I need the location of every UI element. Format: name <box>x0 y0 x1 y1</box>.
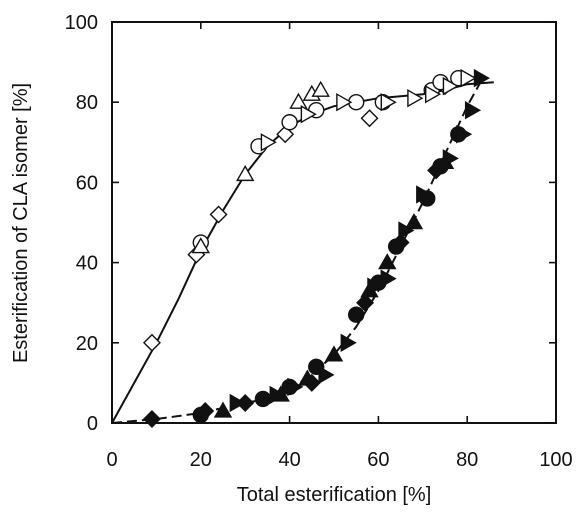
filled-circle-marker <box>387 238 405 255</box>
x-tick-label: 80 <box>456 449 478 471</box>
open-diamond-marker <box>209 205 228 224</box>
open-diamond-marker <box>360 109 379 128</box>
open-triangle-right-marker <box>300 105 317 124</box>
y-tick-label: 20 <box>76 333 98 355</box>
open-triangle-right-marker <box>442 76 459 96</box>
filled-diamond-marker <box>356 293 375 312</box>
filled-triangle-right-marker <box>464 101 482 120</box>
filled-triangle-up-marker <box>213 401 233 418</box>
filled-diamond-marker <box>142 410 161 428</box>
filled-triangle-right-marker <box>442 149 459 168</box>
x-tick-label: 20 <box>190 449 212 471</box>
filled-triangle-right-marker <box>416 185 433 204</box>
x-axis-ticks: 0 20 40 60 80 100 <box>106 22 573 471</box>
fit-curve-dashed <box>111 81 482 424</box>
fit-curve-solid <box>111 81 494 424</box>
open-triangle-up-marker <box>191 237 211 254</box>
open-circle-marker <box>281 114 298 131</box>
y-axis-label: Esterification of CLA isomer [%] <box>10 83 32 363</box>
filled-triangle-right-marker <box>340 333 357 353</box>
filled-triangle-right-marker <box>398 221 415 240</box>
filled-triangle-up-marker <box>324 345 344 362</box>
open-triangle-right-marker <box>407 88 424 108</box>
filled-triangle-right-marker <box>456 125 473 144</box>
fit-curves <box>111 81 494 424</box>
filled-triangle-up-marker <box>298 369 317 386</box>
filled-triangle-right-marker <box>269 385 286 405</box>
open-triangle-right-marker <box>424 84 442 104</box>
y-tick-label: 80 <box>76 92 98 114</box>
filled-triangle-right-marker <box>473 68 490 88</box>
filled-triangle-right-marker <box>367 277 384 296</box>
open-triangle-up-marker <box>235 164 255 182</box>
x-tick-label: 0 <box>106 449 117 471</box>
y-tick-label: 60 <box>76 172 98 194</box>
open-triangle-up-marker <box>289 92 308 109</box>
y-tick-label: 40 <box>76 253 98 275</box>
x-axis-label: Total esterification [%] <box>237 484 432 506</box>
filled-triangle-right-marker <box>380 269 397 288</box>
filled-triangle-up-marker <box>378 253 397 270</box>
y-tick-label: 100 <box>65 12 98 34</box>
open-triangle-right-marker <box>336 92 353 112</box>
filled-triangle-up-marker <box>404 213 424 230</box>
filled-circle-marker <box>348 306 365 323</box>
open-triangle-right-marker <box>260 133 277 152</box>
data-markers <box>142 68 490 428</box>
filled-triangle-right-marker <box>287 377 304 397</box>
x-tick-label: 60 <box>367 449 389 471</box>
plot-frame <box>111 21 557 424</box>
filled-circle-marker <box>254 390 272 408</box>
y-axis-ticks: 0 20 40 60 80 100 <box>65 12 556 435</box>
x-tick-label: 40 <box>278 449 300 471</box>
x-tick-label: 100 <box>539 449 572 471</box>
filled-triangle-right-marker <box>318 365 335 385</box>
filled-triangle-right-marker <box>229 393 246 413</box>
open-triangle-right-marker <box>380 92 397 112</box>
open-triangle-right-marker <box>460 68 477 88</box>
y-tick-label: 0 <box>87 413 98 435</box>
open-triangle-up-marker <box>311 80 330 97</box>
open-diamond-marker <box>142 333 161 352</box>
plot-border <box>111 21 557 424</box>
